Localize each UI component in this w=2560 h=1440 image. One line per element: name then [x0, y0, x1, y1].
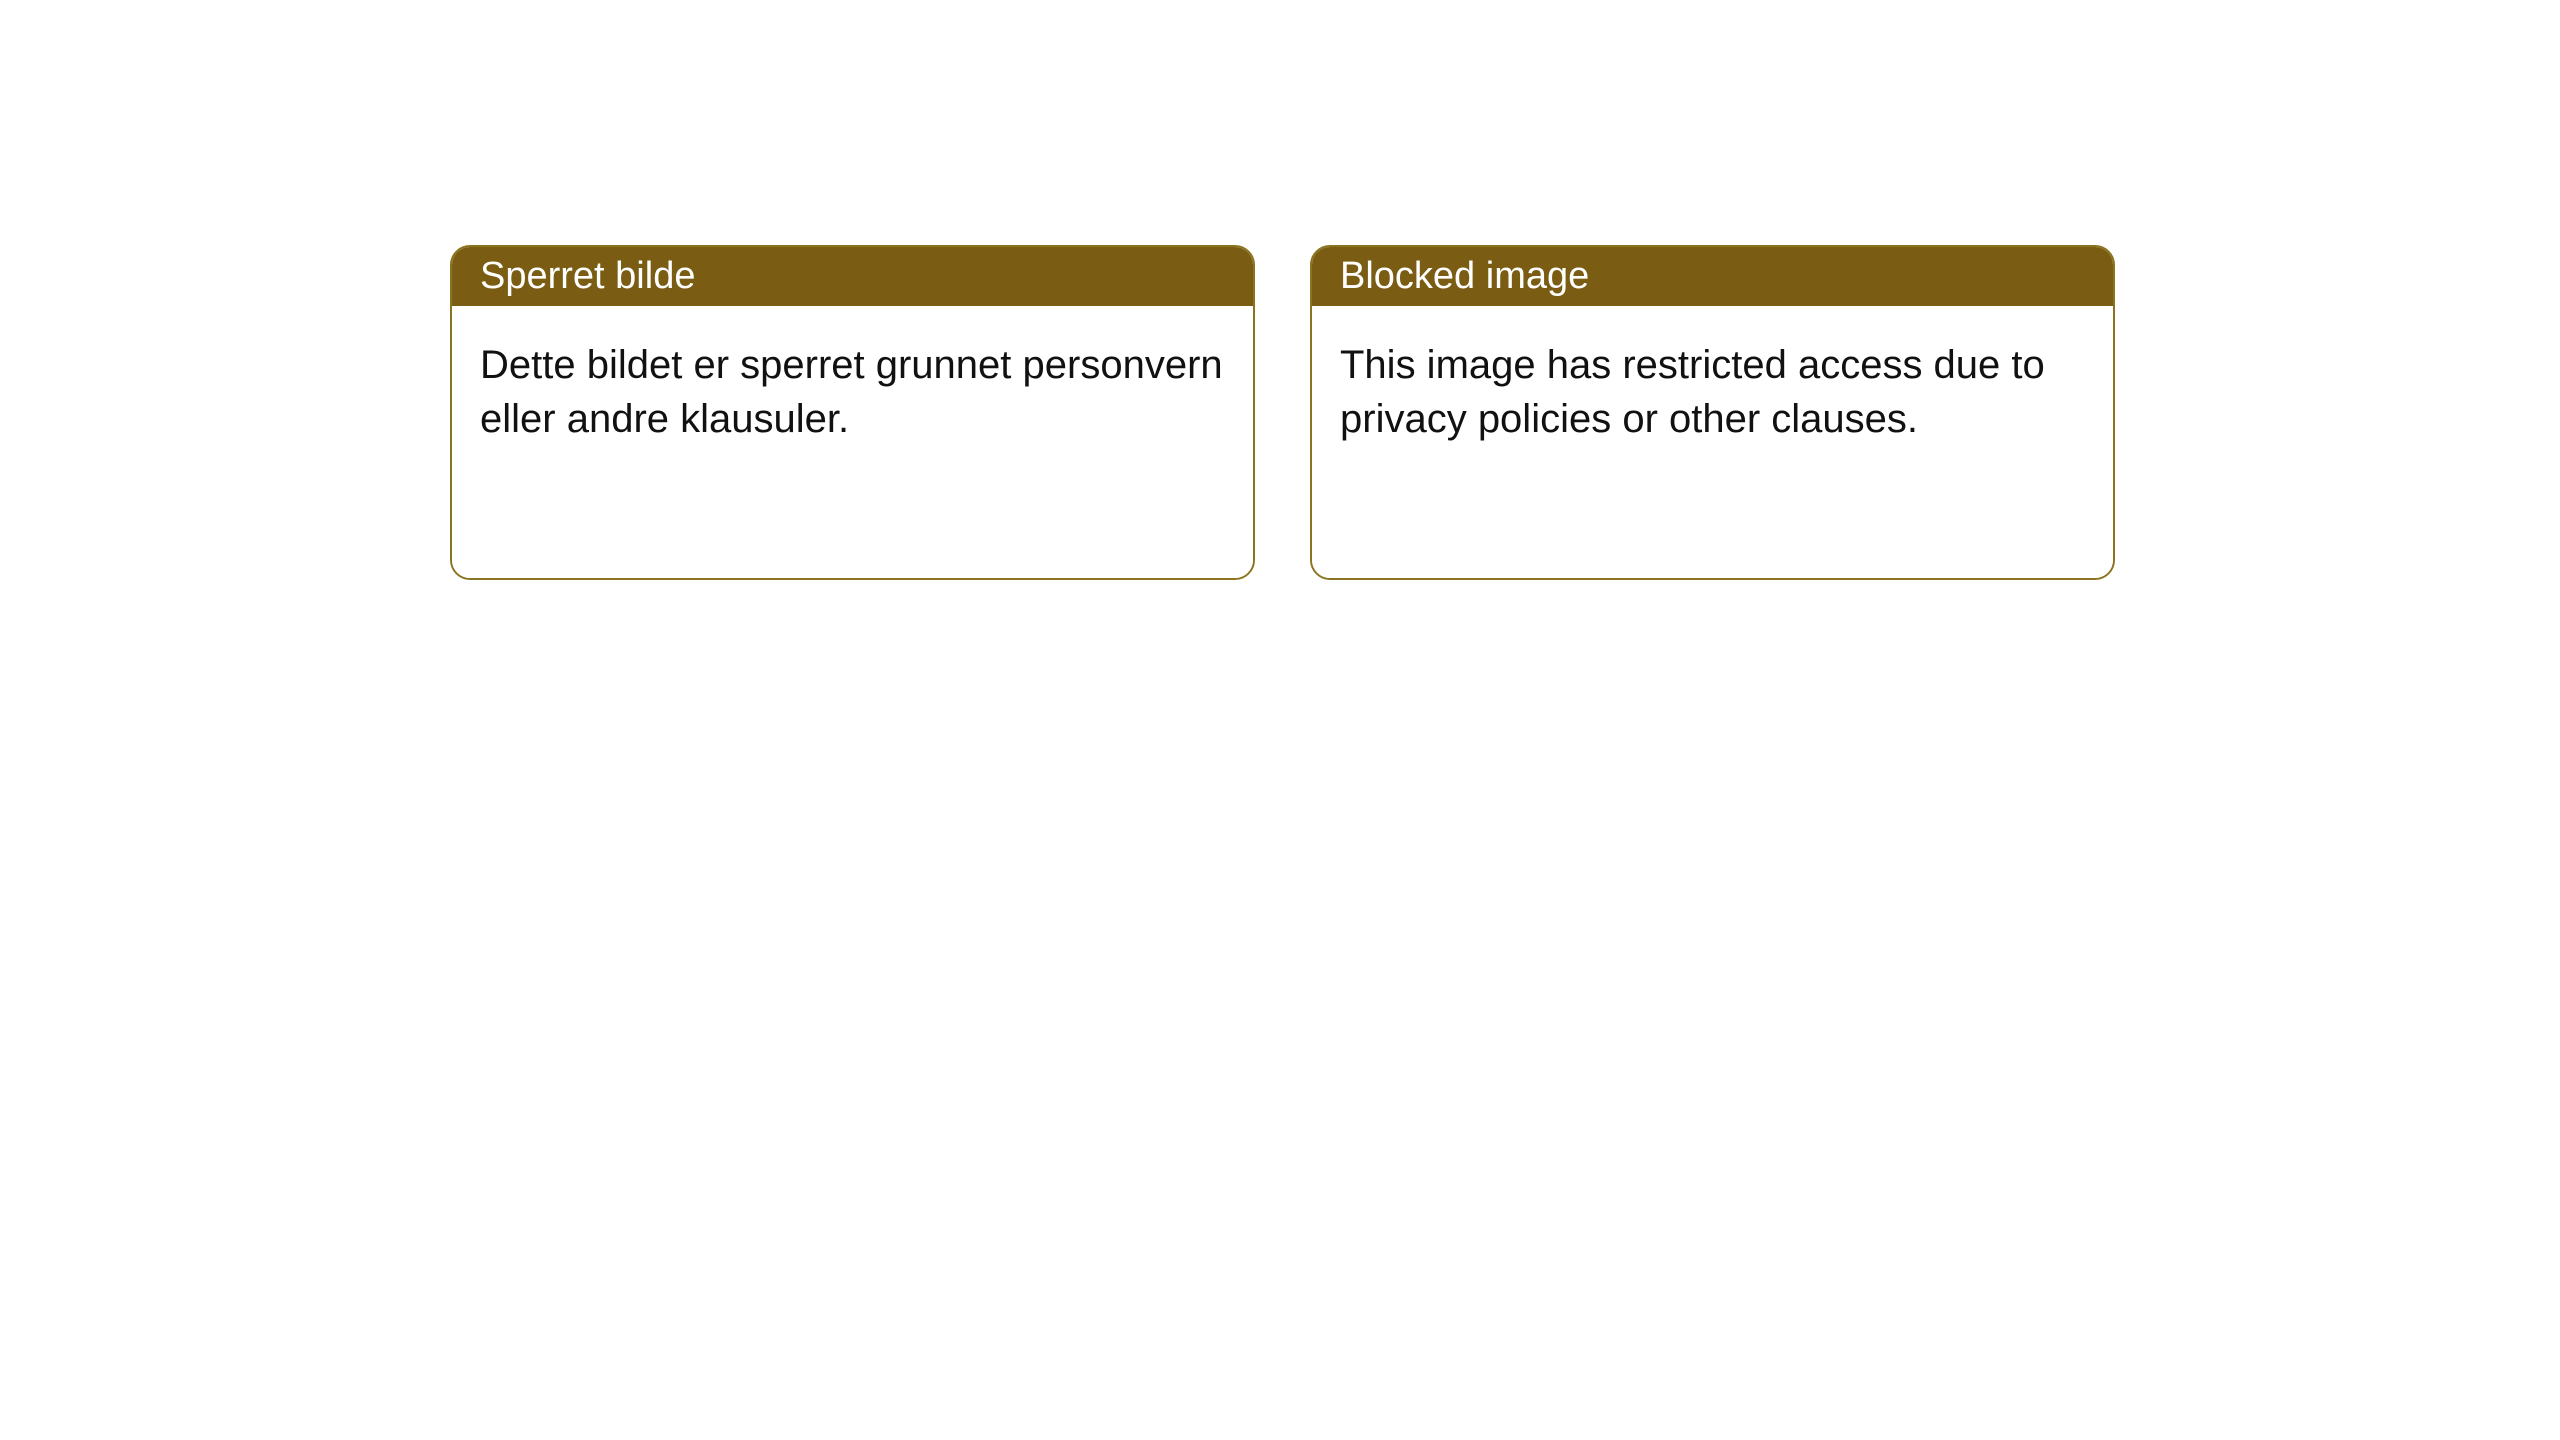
notice-text-no: Dette bildet er sperret grunnet personve…	[480, 343, 1223, 441]
notice-header-en: Blocked image	[1312, 247, 2113, 306]
notice-text-en: This image has restricted access due to …	[1340, 343, 2045, 441]
notice-container: Sperret bilde Dette bildet er sperret gr…	[450, 245, 2115, 580]
notice-card-no: Sperret bilde Dette bildet er sperret gr…	[450, 245, 1255, 580]
notice-body-no: Dette bildet er sperret grunnet personve…	[452, 306, 1253, 578]
notice-card-en: Blocked image This image has restricted …	[1310, 245, 2115, 580]
notice-title-en: Blocked image	[1340, 255, 1589, 297]
notice-title-no: Sperret bilde	[480, 255, 695, 297]
notice-header-no: Sperret bilde	[452, 247, 1253, 306]
notice-body-en: This image has restricted access due to …	[1312, 306, 2113, 578]
